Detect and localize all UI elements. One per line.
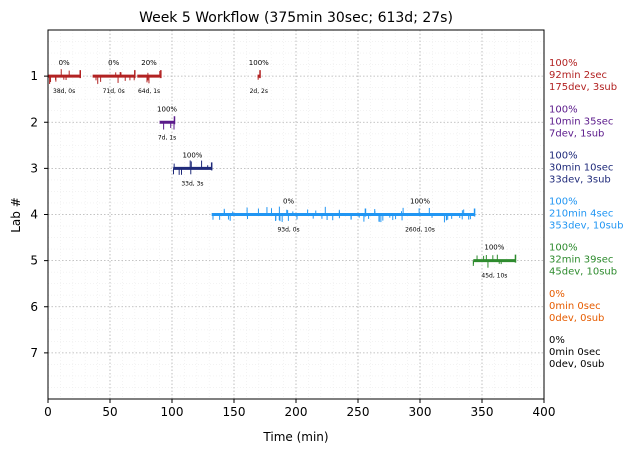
lab-summary-line: 32min 39sec <box>549 255 613 266</box>
segment-percent-label: 20% <box>141 59 157 67</box>
lab-summary-line: 0dev, 0sub <box>549 359 604 370</box>
x-tick-label: 250 <box>347 405 370 419</box>
lab-summary-line: 0% <box>549 335 565 346</box>
x-tick-label: 150 <box>223 405 246 419</box>
lab-summary-line: 210min 4sec <box>549 209 613 220</box>
segment-percent-label: 100% <box>249 59 269 67</box>
lab-summary-line: 0dev, 0sub <box>549 313 604 324</box>
segment-percent-label: 100% <box>410 198 430 206</box>
lab-summary-line: 100% <box>549 104 578 115</box>
x-tick-label: 300 <box>409 405 432 419</box>
lab-summary-line: 45dev, 10sub <box>549 267 617 278</box>
chart-labels: 0% 38d, 0s 0% 71d, 0s 20% 64d, 1s 100% 2d, 2s 10… <box>53 58 623 370</box>
x-tick-label: 50 <box>102 405 117 419</box>
lab-summary-line: 33dev, 3sub <box>549 174 611 185</box>
lab-summary-line: 353dev, 10sub <box>549 221 623 232</box>
segment-percent-label: 0% <box>59 59 70 67</box>
x-tick-label: 0 <box>44 405 52 419</box>
segment-percent-label: 100% <box>182 151 202 159</box>
chart-marks <box>48 69 517 268</box>
y-tick-label: 1 <box>30 69 38 83</box>
segment-info-label: 7d, 1s <box>158 134 176 141</box>
segment-info-label: 2d, 2s <box>250 88 268 95</box>
lab-summary-line: 0min 0sec <box>549 347 601 358</box>
segment-percent-label: 100% <box>484 244 504 252</box>
segment-info-label: 71d, 0s <box>103 88 125 95</box>
y-tick-label: 6 <box>30 300 38 314</box>
lab-summary-line: 175dev, 3sub <box>549 82 617 93</box>
x-tick-label: 200 <box>285 405 308 419</box>
y-axis-label: Lab # <box>9 197 23 233</box>
lab-summary-line: 100% <box>549 58 578 69</box>
y-tick-label: 4 <box>30 208 38 222</box>
segment-info-label: 64d, 1s <box>138 88 160 95</box>
x-tick-label: 400 <box>533 405 556 419</box>
segment-info-label: 260d, 10s <box>405 227 435 234</box>
lab-summary-line: 100% <box>549 243 578 254</box>
segment-percent-label: 0% <box>283 198 294 206</box>
x-axis-label: Time (min) <box>262 430 328 444</box>
lab-summary-line: 100% <box>549 197 578 208</box>
segment-info-label: 93d, 0s <box>277 227 299 234</box>
segment-percent-label: 0% <box>108 59 119 67</box>
segment-percent-label: 100% <box>157 105 177 113</box>
segment-info-label: 38d, 0s <box>53 88 75 95</box>
y-tick-label: 7 <box>30 346 38 360</box>
lab-summary-line: 10min 35sec <box>549 116 613 127</box>
axes: 0 50 100 150 200 250 300 350 400 1 2 3 4 5 6 7 <box>30 29 556 419</box>
lab-summary-line: 0% <box>549 289 565 300</box>
y-tick-label: 5 <box>30 254 38 268</box>
lab-summary-line: 7dev, 1sub <box>549 128 604 139</box>
y-tick-label: 2 <box>30 115 38 129</box>
lab-summary-line: 92min 2sec <box>549 70 607 81</box>
lab-summary-line: 100% <box>549 150 578 161</box>
y-tick-label: 3 <box>30 161 38 175</box>
segment-info-label: 45d, 10s <box>481 273 507 280</box>
x-tick-label: 100 <box>161 405 184 419</box>
x-tick-label: 350 <box>471 405 494 419</box>
chart-title: Week 5 Workflow (375min 30sec; 613d; 27s… <box>139 10 453 26</box>
lab-summary-line: 30min 10sec <box>549 162 613 173</box>
segment-info-label: 33d, 3s <box>181 180 203 187</box>
lab-summary-line: 0min 0sec <box>549 301 601 312</box>
